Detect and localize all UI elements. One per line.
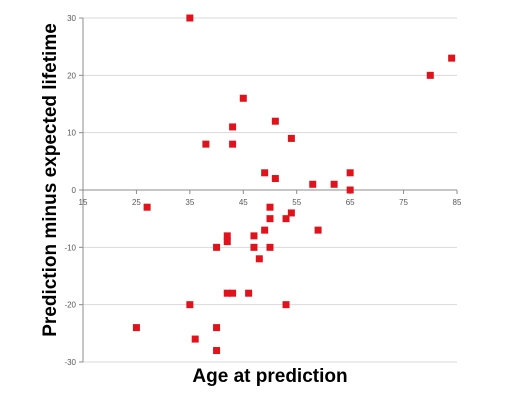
data-point [426,71,434,79]
data-point [213,347,221,355]
y-tick-labels: 30 20 10 0 -10 -20 -30 [64,14,76,367]
data-point [266,215,274,223]
data-point [266,243,274,251]
data-point [346,169,354,177]
data-point [223,238,231,246]
data-point [309,180,317,188]
data-point [132,324,140,332]
y-axis-title-container: Prediction minus expected lifetime [36,15,66,345]
data-point [143,203,151,211]
data-point [448,54,456,62]
data-point [282,301,290,309]
y-tick-label: -10 [64,243,76,252]
x-tick-label: 25 [132,198,141,207]
x-tick-label: 45 [239,198,248,207]
y-axis-title: Prediction minus expected lifetime [40,23,61,337]
x-tick-label: 35 [185,198,194,207]
data-point [271,175,279,183]
data-point [261,226,269,234]
data-point [287,134,295,142]
data-point [330,180,338,188]
data-point [250,232,258,240]
y-tick-label: -30 [64,358,76,367]
axes [79,17,458,363]
data-point [255,255,263,263]
x-tick-label: 65 [346,198,355,207]
data-point [186,14,194,22]
data-point [223,232,231,240]
data-point [202,140,210,148]
data-point [239,94,247,102]
data-point [213,243,221,251]
data-point [250,243,258,251]
data-point [186,301,194,309]
data-point [346,186,354,194]
data-point [229,140,237,148]
data-point [191,335,199,343]
data-point [282,215,290,223]
y-tick-label: -20 [64,301,76,310]
data-point [314,226,322,234]
data-point [213,324,221,332]
data-point [266,203,274,211]
gridlines [83,17,457,363]
data-point [261,169,269,177]
y-tick-label: 10 [67,129,76,138]
x-tick-label: 15 [79,198,88,207]
y-tick-label: 30 [67,14,76,23]
data-point [223,289,231,297]
data-point [271,117,279,125]
data-point [287,209,295,217]
x-axis-title: Age at prediction [192,366,348,387]
x-tick-label: 75 [399,198,408,207]
y-tick-label: 20 [67,71,76,80]
x-tick-label: 85 [453,198,462,207]
data-point [229,123,237,131]
y-tick-label: 0 [72,186,77,195]
x-tick-label: 55 [292,198,301,207]
data-point [229,289,237,297]
data-point [245,289,253,297]
x-tick-labels: 15 25 35 45 55 65 75 85 [79,198,462,207]
data-points [132,14,456,355]
